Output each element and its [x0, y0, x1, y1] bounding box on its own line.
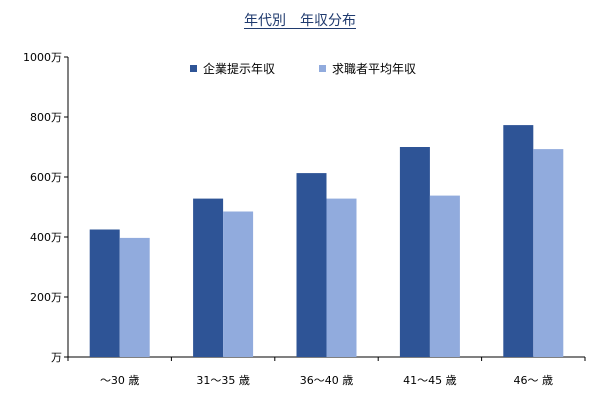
bar-seeker-4 [533, 149, 564, 357]
y-tick-label: 1000万 [23, 51, 62, 64]
bar-offered-4 [503, 125, 534, 357]
bar-offered-3 [399, 147, 430, 357]
legend-item-seeker-salary: 求職者平均年収 [319, 60, 416, 77]
legend: 企業提示年収 求職者平均年収 [190, 60, 460, 77]
legend-swatch-seeker-salary [319, 65, 327, 72]
y-tick-label: 200万 [30, 291, 62, 304]
bar-seeker-1 [223, 211, 254, 357]
x-tick-label: 31～35 歳 [196, 374, 250, 387]
bar-offered-0 [89, 229, 120, 357]
bar-seeker-2 [326, 198, 357, 357]
legend-label-offered-salary: 企業提示年収 [203, 62, 276, 76]
y-tick-label: 400万 [30, 231, 62, 244]
y-tick-label: 万 [51, 351, 62, 364]
legend-label-seeker-salary: 求職者平均年収 [332, 62, 417, 76]
legend-swatch-offered-salary [190, 65, 197, 72]
x-tick-label: ～30 歳 [100, 374, 140, 387]
legend-item-offered-salary: 企業提示年収 [190, 60, 275, 77]
y-tick-label: 800万 [30, 111, 62, 124]
bar-seeker-3 [429, 195, 460, 357]
x-tick-label: 41～45 歳 [403, 374, 457, 387]
chart-title: 年代別 年収分布 [244, 13, 356, 29]
bar-offered-2 [296, 173, 327, 357]
y-tick-label: 600万 [30, 171, 62, 184]
bar-seeker-0 [119, 237, 150, 357]
bar-offered-1 [193, 198, 224, 357]
x-tick-label: 36～40 歳 [300, 374, 354, 387]
x-tick-label: 46～ 歳 [514, 374, 554, 387]
